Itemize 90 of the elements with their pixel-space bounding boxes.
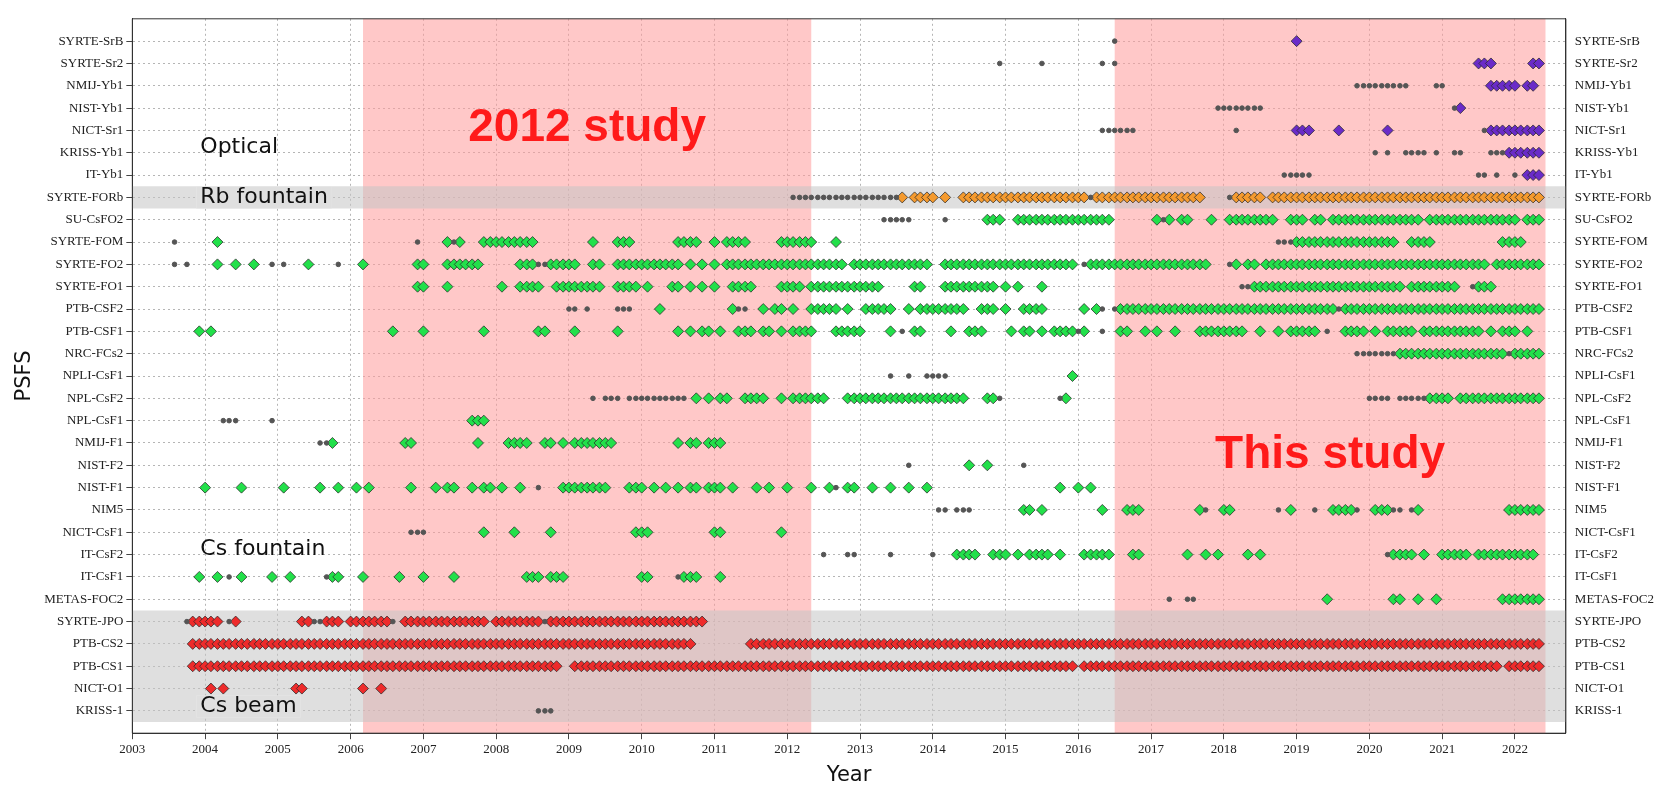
x-tick-label: 2009 xyxy=(555,741,582,757)
x-tick-label: 2021 xyxy=(1429,741,1456,757)
x-tick-label: 2013 xyxy=(847,741,874,757)
y-tick-label: SU-CsFO2 xyxy=(1574,211,1633,227)
band-label: Rb fountain xyxy=(200,183,328,209)
y-tick-label: NMIJ-F1 xyxy=(1574,434,1624,450)
y-tick-label: NIST-F1 xyxy=(1574,479,1621,495)
band-label: 2012 study xyxy=(468,98,707,151)
y2-tick-label: NMIJ-Yb1 xyxy=(66,77,124,93)
x-tick-label: 2004 xyxy=(192,741,219,757)
y-tick-label: SYRTE-SrB xyxy=(1574,32,1641,48)
y-tick-label: PTB-CS2 xyxy=(1574,635,1626,651)
y-tick-label: NPL-CsF1 xyxy=(1574,412,1632,428)
band-label: Cs beam xyxy=(200,692,297,718)
x-tick-label: 2011 xyxy=(701,741,728,757)
x-tick-label: 2019 xyxy=(1283,741,1310,757)
y-tick-label: NICT-Sr1 xyxy=(1574,121,1627,137)
x-tick-label: 2008 xyxy=(483,741,510,757)
y2-tick-label: NIST-Yb1 xyxy=(68,99,124,115)
y-tick-label: IT-CsF1 xyxy=(1574,568,1618,584)
y-tick-label: NPL-CsF2 xyxy=(1574,389,1632,405)
y-tick-label: SYRTE-FOM xyxy=(1574,233,1649,249)
y-tick-label: NIM5 xyxy=(1574,501,1607,517)
y-tick-label: NIST-Yb1 xyxy=(1574,99,1630,115)
y2-tick-label: IT-CsF1 xyxy=(80,568,124,584)
y2-tick-label: NPLI-CsF1 xyxy=(62,367,124,383)
y2-tick-label: SYRTE-FO1 xyxy=(55,278,124,294)
y2-tick-label: PTB-CS1 xyxy=(72,657,124,673)
y2-tick-label: NPL-CsF1 xyxy=(66,412,124,428)
y-tick-label: NRC-FCs2 xyxy=(1574,345,1634,361)
y2-tick-label: IT-Yb1 xyxy=(85,166,124,182)
y-tick-label: METAS-FOC2 xyxy=(1574,590,1654,606)
annotation: Cs fountain xyxy=(200,534,326,560)
y2-tick-label: NICT-CsF1 xyxy=(62,523,124,539)
y2-tick-label: NIST-F2 xyxy=(77,456,124,472)
x-tick-label: 2014 xyxy=(919,741,947,757)
y2-tick-label: NIST-F1 xyxy=(77,479,124,495)
y-tick-label: IT-CsF2 xyxy=(1574,546,1618,562)
y2-tick-label: SU-CsFO2 xyxy=(65,211,124,227)
y-tick-label: SYRTE-FO2 xyxy=(1574,255,1643,271)
y2-tick-label: KRISS-1 xyxy=(75,702,124,718)
y2-tick-label: PTB-CS2 xyxy=(72,635,124,651)
y2-tick-label: SYRTE-Sr2 xyxy=(60,54,124,70)
y-tick-label: PTB-CSF1 xyxy=(1574,322,1633,338)
y-tick-label: NICT-CsF1 xyxy=(1574,523,1636,539)
y2-tick-label: NICT-O1 xyxy=(73,679,124,695)
y2-tick-label: SYRTE-FOM xyxy=(50,233,124,249)
y-tick-label: KRISS-Yb1 xyxy=(1574,144,1639,160)
y-axis-title: PSFS xyxy=(11,350,36,402)
x-tick-label: 2017 xyxy=(1138,741,1165,757)
y2-tick-label: PTB-CSF2 xyxy=(65,300,124,316)
y-tick-label: NICT-O1 xyxy=(1574,679,1625,695)
y2-tick-label: NMIJ-F1 xyxy=(74,434,124,450)
y-tick-label: SYRTE-Sr2 xyxy=(1574,54,1638,70)
y2-tick-label: NRC-FCs2 xyxy=(64,345,124,361)
x-tick-label: 2018 xyxy=(1210,741,1237,757)
annotation: Optical xyxy=(200,133,279,159)
x-tick-label: 2020 xyxy=(1356,741,1383,757)
y-tick-label: KRISS-1 xyxy=(1574,702,1623,718)
y-tick-label: IT-Yb1 xyxy=(1574,166,1613,182)
x-tick-label: 2016 xyxy=(1065,741,1092,757)
x-tick-label: 2003 xyxy=(119,741,146,757)
y2-tick-label: PTB-CSF1 xyxy=(65,322,124,338)
x-axis-title: Year xyxy=(825,761,872,786)
y-tick-label: NMIJ-Yb1 xyxy=(1574,77,1632,93)
y2-tick-label: SYRTE-FO2 xyxy=(55,255,124,271)
x-tick-label: 2010 xyxy=(628,741,655,757)
y-tick-label: NIST-F2 xyxy=(1574,456,1621,472)
y2-tick-label: NIM5 xyxy=(91,501,124,517)
y-tick-label: SYRTE-FORb xyxy=(1574,188,1652,204)
y2-tick-label: KRISS-Yb1 xyxy=(59,144,124,160)
y2-tick-label: SYRTE-JPO xyxy=(56,613,124,628)
y-tick-label: PTB-CS1 xyxy=(1574,657,1626,673)
x-tick-label: 2015 xyxy=(992,741,1019,757)
x-tick-label: 2005 xyxy=(264,741,291,757)
y2-tick-label: SYRTE-SrB xyxy=(58,32,124,48)
band-label: This study xyxy=(1215,425,1446,478)
y-tick-label: PTB-CSF2 xyxy=(1574,300,1633,316)
x-tick-label: 2007 xyxy=(410,741,437,757)
y-tick-label: SYRTE-FO1 xyxy=(1574,278,1643,294)
y-tick-label: NPLI-CsF1 xyxy=(1574,367,1636,383)
y-tick-label: SYRTE-JPO xyxy=(1574,613,1642,628)
x-tick-label: 2012 xyxy=(774,741,801,757)
x-tick-label: 2006 xyxy=(337,741,365,757)
y2-tick-label: IT-CsF2 xyxy=(80,546,124,562)
y2-tick-label: NPL-CsF2 xyxy=(66,389,124,405)
y2-tick-label: NICT-Sr1 xyxy=(71,121,124,137)
x-tick-label: 2022 xyxy=(1501,741,1528,757)
y2-tick-label: METAS-FOC2 xyxy=(44,590,124,606)
y2-tick-label: SYRTE-FORb xyxy=(46,188,124,204)
